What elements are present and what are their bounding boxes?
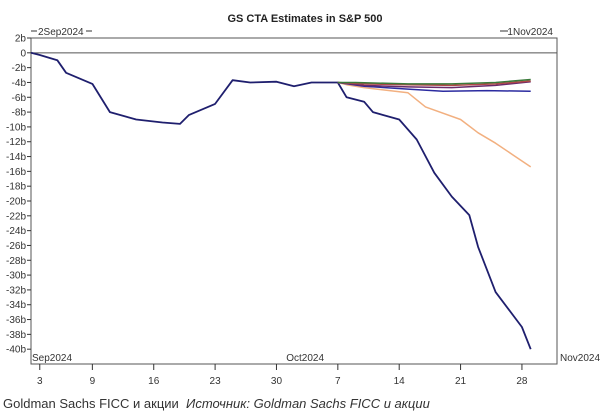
start-date-label: 2Sep2024 <box>38 27 84 38</box>
y-tick-label: -24b <box>6 226 26 237</box>
caption-text: Goldman Sachs FICC и акции <box>3 396 179 411</box>
x-tick-label: 14 <box>394 376 406 387</box>
month-label: Oct2024 <box>286 353 324 364</box>
y-tick-label: -34b <box>6 300 26 311</box>
x-tick-label: 9 <box>90 376 96 387</box>
chart-title: GS CTA Estimates in S&P 500 <box>227 13 382 25</box>
x-tick-label: 30 <box>271 376 283 387</box>
y-tick-label: -4b <box>12 78 27 89</box>
x-tick-label: 3 <box>37 376 43 387</box>
y-tick-label: -26b <box>6 241 26 252</box>
chart: GS CTA Estimates in S&P 500 2Sep2024 1No… <box>6 13 600 387</box>
y-tick-label: -22b <box>6 211 26 222</box>
series-line-1 <box>337 81 532 168</box>
series-line-0 <box>30 51 532 350</box>
y-tick-label: -16b <box>6 167 26 178</box>
y-tick-label: 2b <box>15 34 27 45</box>
y-tick-label: -38b <box>6 330 26 341</box>
series-line-3 <box>337 80 531 89</box>
x-tick-label: 21 <box>455 376 467 387</box>
y-tick-label: -40b <box>6 345 26 356</box>
caption-source: Источник: Goldman Sachs FICC и акции <box>186 396 430 411</box>
y-tick-label: -30b <box>6 271 26 282</box>
y-tick-label: -32b <box>6 285 26 296</box>
y-tick-label: 0 <box>20 48 26 59</box>
y-tick-label: -36b <box>6 315 26 326</box>
x-tick-label: 16 <box>148 376 160 387</box>
y-tick-label: -12b <box>6 137 26 148</box>
y-tick-label: -2b <box>12 63 27 74</box>
end-date-label: 1Nov2024 <box>507 27 553 38</box>
x-tick-label: 7 <box>335 376 341 387</box>
x-tick-label: 28 <box>516 376 528 387</box>
month-label: Sep2024 <box>32 353 72 364</box>
y-tick-label: -14b <box>6 152 26 163</box>
y-tick-label: -18b <box>6 182 26 193</box>
y-tick-label: -6b <box>12 93 27 104</box>
caption: Goldman Sachs FICC и акции Источник: Gol… <box>3 396 430 411</box>
x-tick-label: 23 <box>210 376 222 387</box>
y-tick-label: -8b <box>12 108 27 119</box>
series-line-5 <box>337 78 531 85</box>
month-label: Nov2024 <box>560 353 600 364</box>
y-tick-label: -20b <box>6 197 26 208</box>
series-line-4 <box>337 80 531 87</box>
y-tick-label: -10b <box>6 122 26 133</box>
y-tick-label: -28b <box>6 256 26 267</box>
